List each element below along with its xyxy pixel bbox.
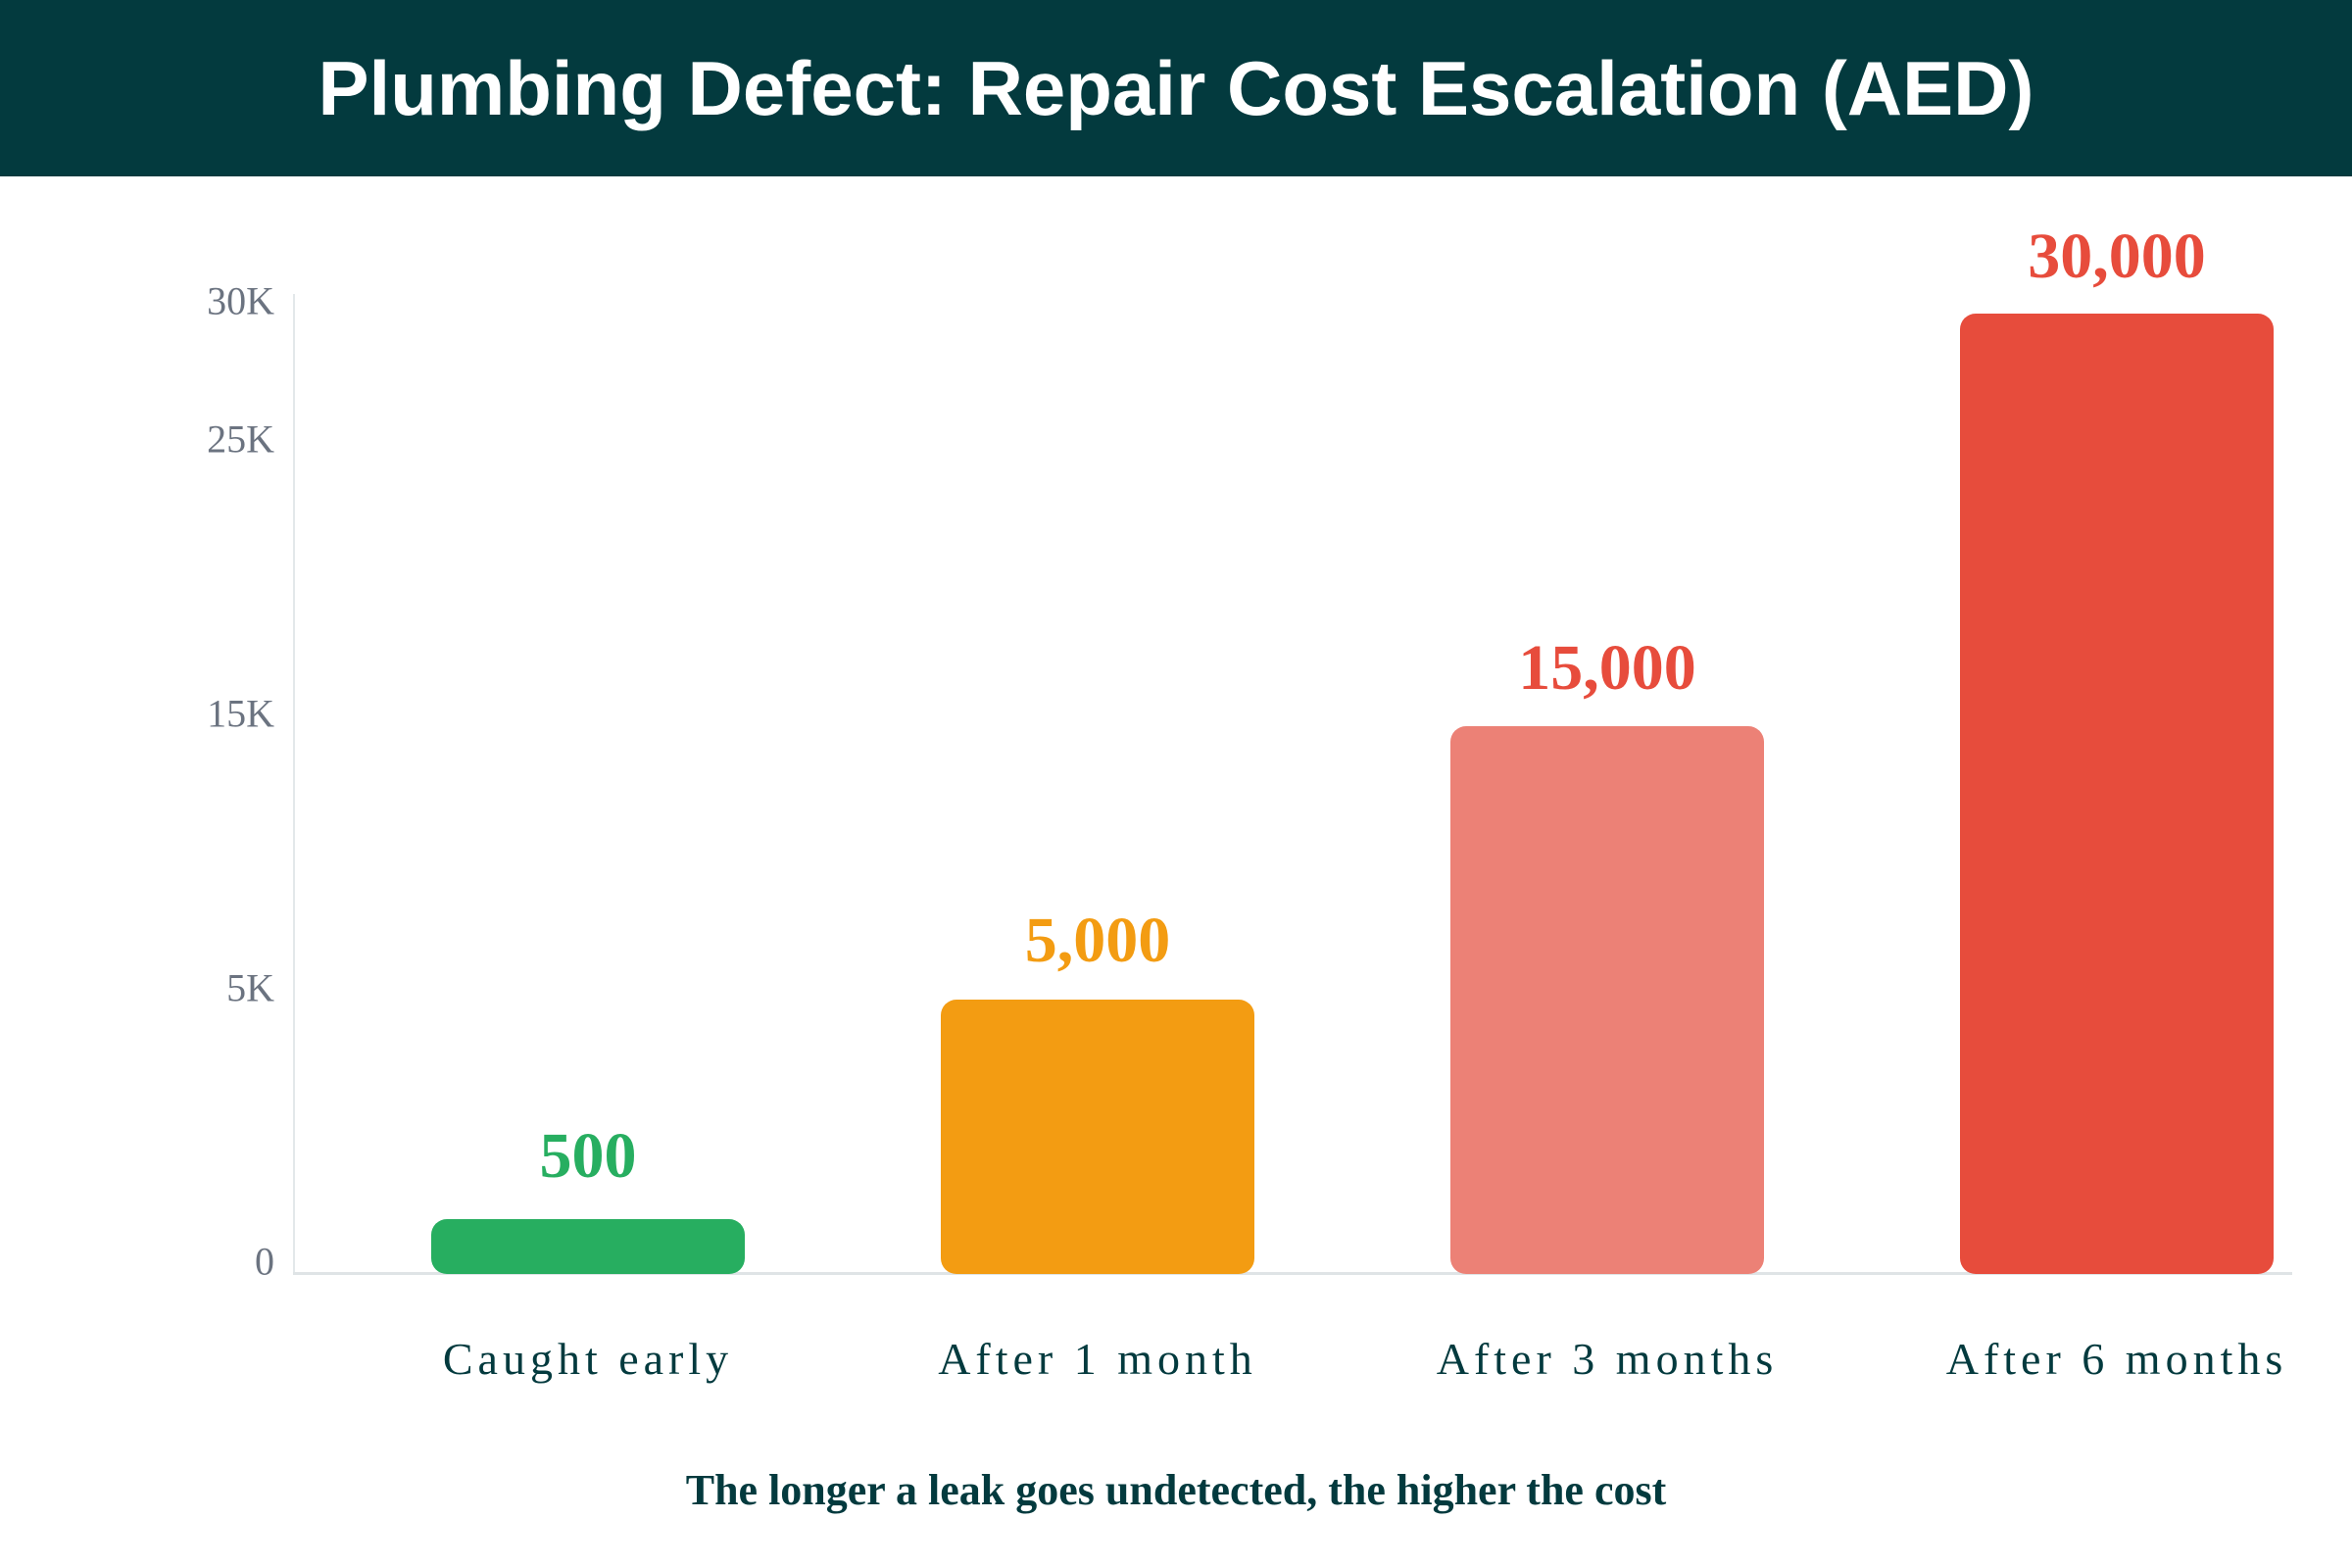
bar-value-label: 30,000 bbox=[2028, 220, 2206, 292]
y-tick-label: 30K bbox=[207, 278, 274, 323]
bar-after-1-month bbox=[941, 1000, 1254, 1274]
bar-value-label: 500 bbox=[539, 1120, 637, 1192]
chart-caption: The longer a leak goes undetected, the h… bbox=[685, 1466, 1667, 1514]
y-tick-label: 15K bbox=[207, 691, 274, 736]
x-axis-baseline bbox=[293, 1272, 2292, 1275]
y-axis-line bbox=[293, 294, 295, 1274]
bar-after-6-months bbox=[1960, 314, 2274, 1274]
bar-after-3-months bbox=[1450, 726, 1764, 1274]
y-tick-label: 0 bbox=[255, 1239, 274, 1284]
chart-title: Plumbing Defect: Repair Cost Escalation … bbox=[318, 44, 2034, 131]
category-label: After 3 months bbox=[1436, 1334, 1779, 1384]
bar-value-label: 5,000 bbox=[1024, 905, 1171, 976]
y-tick-label: 5K bbox=[226, 965, 274, 1010]
bar-value-label: 15,000 bbox=[1518, 632, 1696, 704]
bar-caught-early bbox=[431, 1219, 745, 1274]
category-label: After 6 months bbox=[1945, 1334, 2288, 1384]
title-bar: Plumbing Defect: Repair Cost Escalation … bbox=[0, 0, 2352, 176]
category-label: After 1 month bbox=[938, 1334, 1257, 1384]
y-tick-label: 25K bbox=[207, 416, 274, 462]
category-label: Caught early bbox=[442, 1334, 734, 1384]
